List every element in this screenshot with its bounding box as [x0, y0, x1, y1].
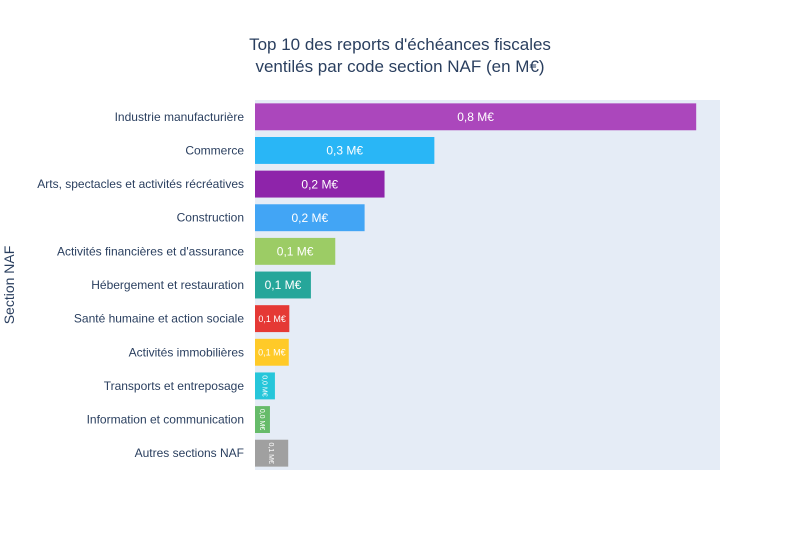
- y-axis-title: Section NAF: [1, 246, 17, 325]
- bar-value-label-5: 0,1 M€: [265, 278, 302, 292]
- y-tick-label-10: Autres sections NAF: [135, 446, 244, 460]
- y-tick-label-5: Hébergement et restauration: [91, 278, 244, 292]
- bar-1[interactable]: [255, 137, 435, 164]
- bar-10[interactable]: [255, 439, 289, 467]
- bar-8[interactable]: [255, 372, 275, 400]
- y-tick-label-0: Industrie manufacturière: [115, 110, 245, 124]
- chart-title-line-2: ventilés par code section NAF (en M€): [255, 57, 544, 76]
- bar-7[interactable]: [255, 338, 289, 366]
- y-tick-label-8: Transports et entreposage: [104, 379, 245, 393]
- y-tick-label-3: Construction: [177, 211, 244, 225]
- y-tick-label-7: Activités immobilières: [129, 345, 244, 359]
- y-tick-labels: Industrie manufacturière Commerce Arts, sp…: [37, 110, 244, 460]
- bar-4[interactable]: [255, 237, 336, 265]
- bar-0[interactable]: [255, 103, 697, 131]
- bar-2[interactable]: [255, 170, 385, 198]
- bar-value-label-2: 0,2 M€: [301, 177, 338, 191]
- bar-value-label-10: 0,1 M€: [267, 442, 274, 464]
- bar-value-label-6: 0,1 M€: [258, 314, 286, 324]
- bar-5[interactable]: [255, 271, 311, 299]
- bar-value-label-4: 0,1 M€: [277, 245, 314, 259]
- y-tick-label-4: Activités financières et d'assurance: [57, 244, 244, 258]
- bar-9[interactable]: [255, 406, 270, 433]
- y-tick-label-9: Information et communication: [87, 413, 244, 427]
- chart-title-line-1: Top 10 des reports d'échéances fiscales: [249, 35, 551, 54]
- bar-value-label-1: 0,3 M€: [326, 144, 363, 158]
- bar-value-label-3: 0,2 M€: [291, 211, 328, 225]
- bar-6[interactable]: [255, 305, 290, 333]
- bar-value-label-0: 0,8 M€: [457, 110, 494, 124]
- y-tick-label-2: Arts, spectacles et activités récréative…: [37, 177, 244, 191]
- bar-3[interactable]: [255, 204, 365, 232]
- bars-group: 0,8 M€ 0,3 M€ 0,2 M€ 0,2 M€ 0,1 M€ 0,1 M€ 0,1 …: [255, 103, 697, 467]
- y-tick-label-1: Commerce: [185, 143, 244, 157]
- bar-value-label-9: 0,0 M€: [258, 409, 265, 431]
- y-tick-label-6: Santé humaine et action sociale: [74, 312, 244, 326]
- bar-value-label-7: 0,1 M€: [258, 347, 286, 357]
- bar-value-label-8: 0,0 M€: [261, 375, 268, 397]
